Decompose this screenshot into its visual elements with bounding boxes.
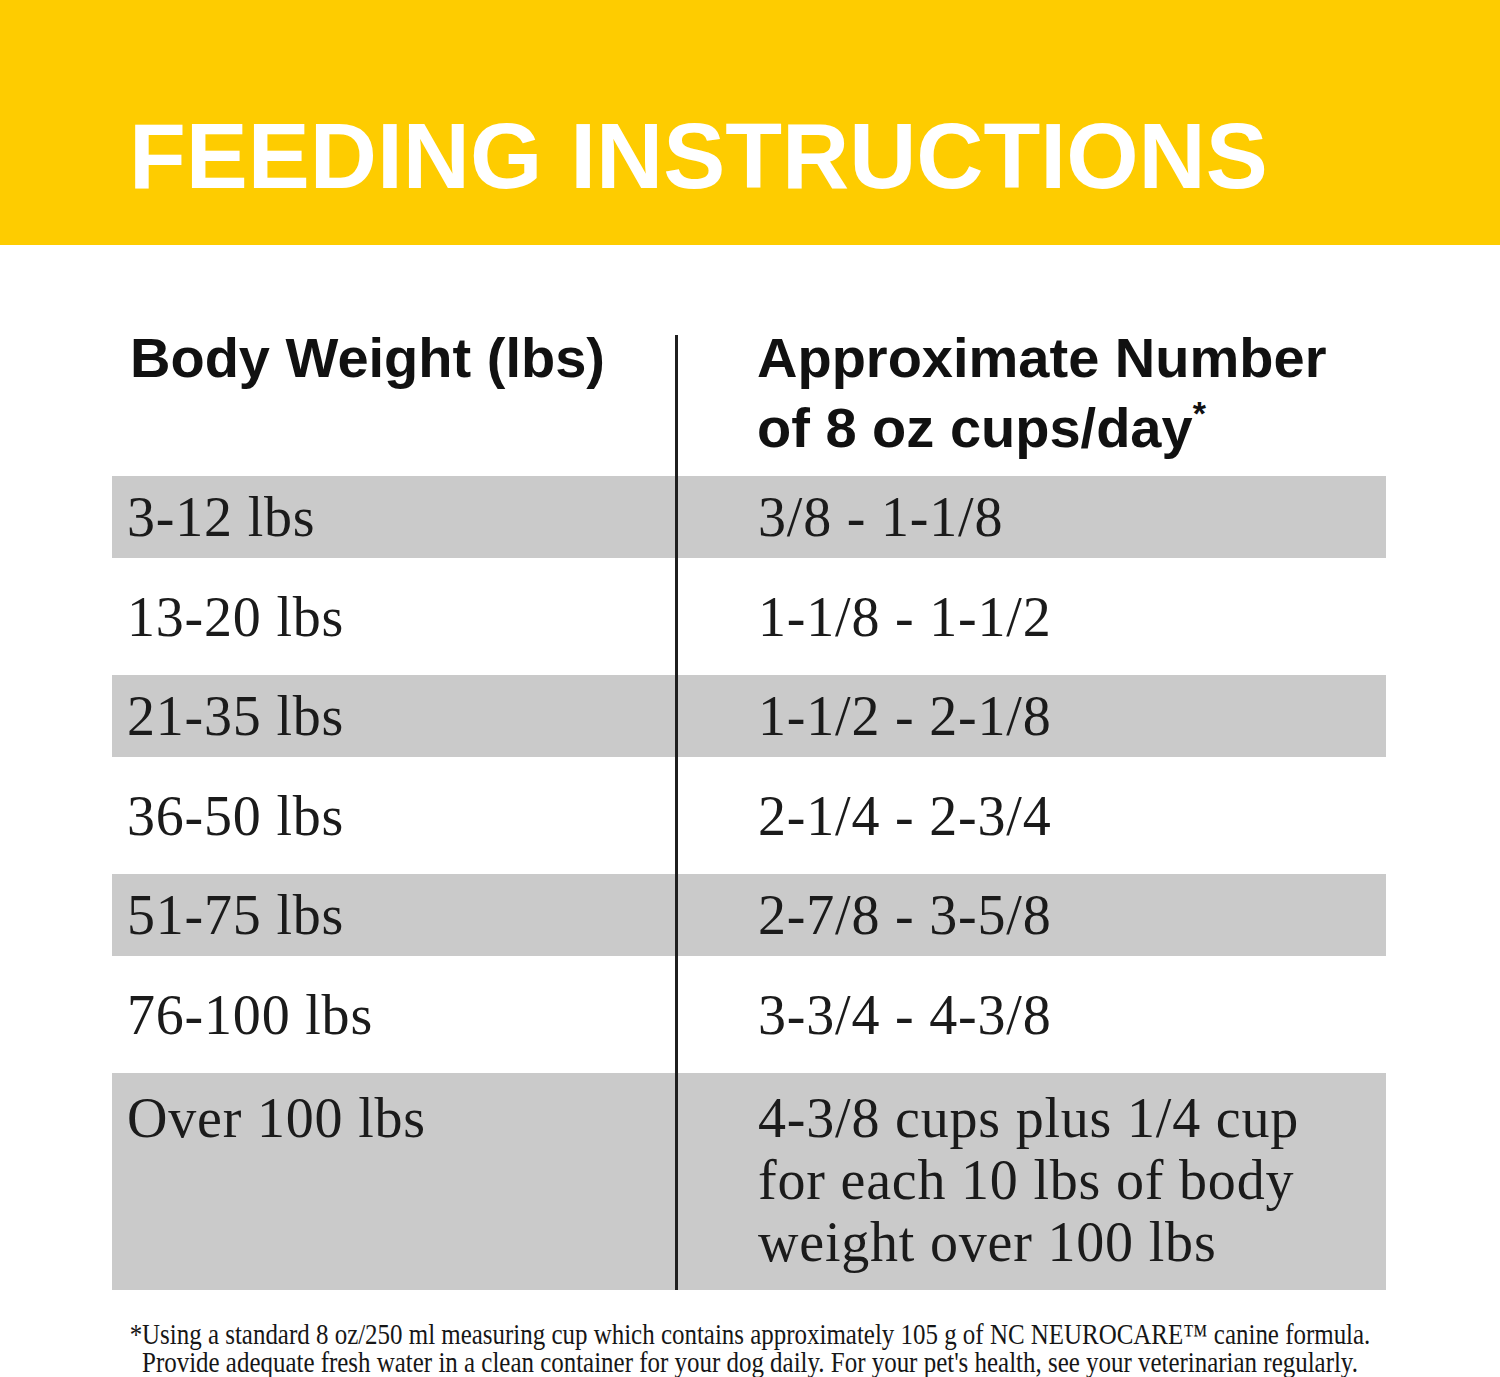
footnote-line2: Provide adequate fresh water in a clean … [105,1348,1395,1376]
table-row: 51-75 lbs 2-7/8 - 3-5/8 [112,874,1386,956]
footnote-line1: *Using a standard 8 oz/250 ml measuring … [105,1320,1395,1348]
cups-per-day-cell: 2-1/4 - 2-3/4 [676,784,1386,848]
cups-per-day-cell: 3-3/4 - 4-3/8 [676,983,1386,1047]
body-weight-cell: Over 100 lbs [112,1073,676,1149]
cups-per-day-cell: 1-1/8 - 1-1/2 [676,585,1386,649]
cups-per-day-cell: 4-3/8 cups plus 1/4 cup for each 10 lbs … [676,1073,1386,1273]
column-header-body-weight: Body Weight (lbs) [130,323,670,393]
body-weight-cell: 76-100 lbs [112,983,676,1047]
column-header-cups-line2: of 8 oz cups/day [757,396,1193,459]
table-row: 3-12 lbs 3/8 - 1-1/8 [112,476,1386,558]
cups-per-day-cell: 2-7/8 - 3-5/8 [676,883,1386,947]
body-weight-cell: 21-35 lbs [112,684,676,748]
table-row: 36-50 lbs 2-1/4 - 2-3/4 [112,757,1386,874]
column-divider-line [675,335,678,1290]
page-title: FEEDING INSTRUCTIONS [129,110,1268,203]
body-weight-cell: 3-12 lbs [112,485,676,549]
footnote: *Using a standard 8 oz/250 ml measuring … [105,1320,1395,1376]
table-row: Over 100 lbs 4-3/8 cups plus 1/4 cup for… [112,1073,1386,1290]
header-band: FEEDING INSTRUCTIONS [0,0,1500,245]
cups-per-day-cell: 3/8 - 1-1/8 [676,485,1386,549]
body-weight-cell: 36-50 lbs [112,784,676,848]
body-weight-cell: 51-75 lbs [112,883,676,947]
feeding-table: 3-12 lbs 3/8 - 1-1/8 13-20 lbs 1-1/8 - 1… [112,476,1386,1290]
table-row: 13-20 lbs 1-1/8 - 1-1/2 [112,558,1386,675]
table-row: 21-35 lbs 1-1/2 - 2-1/8 [112,675,1386,757]
footnote-marker: * [1193,394,1206,432]
column-header-cups-per-day: Approximate Number of 8 oz cups/day* [757,323,1397,463]
cups-per-day-cell: 1-1/2 - 2-1/8 [676,684,1386,748]
column-header-cups-line1: Approximate Number [757,326,1326,389]
body-weight-cell: 13-20 lbs [112,585,676,649]
table-row: 76-100 lbs 3-3/4 - 4-3/8 [112,956,1386,1073]
